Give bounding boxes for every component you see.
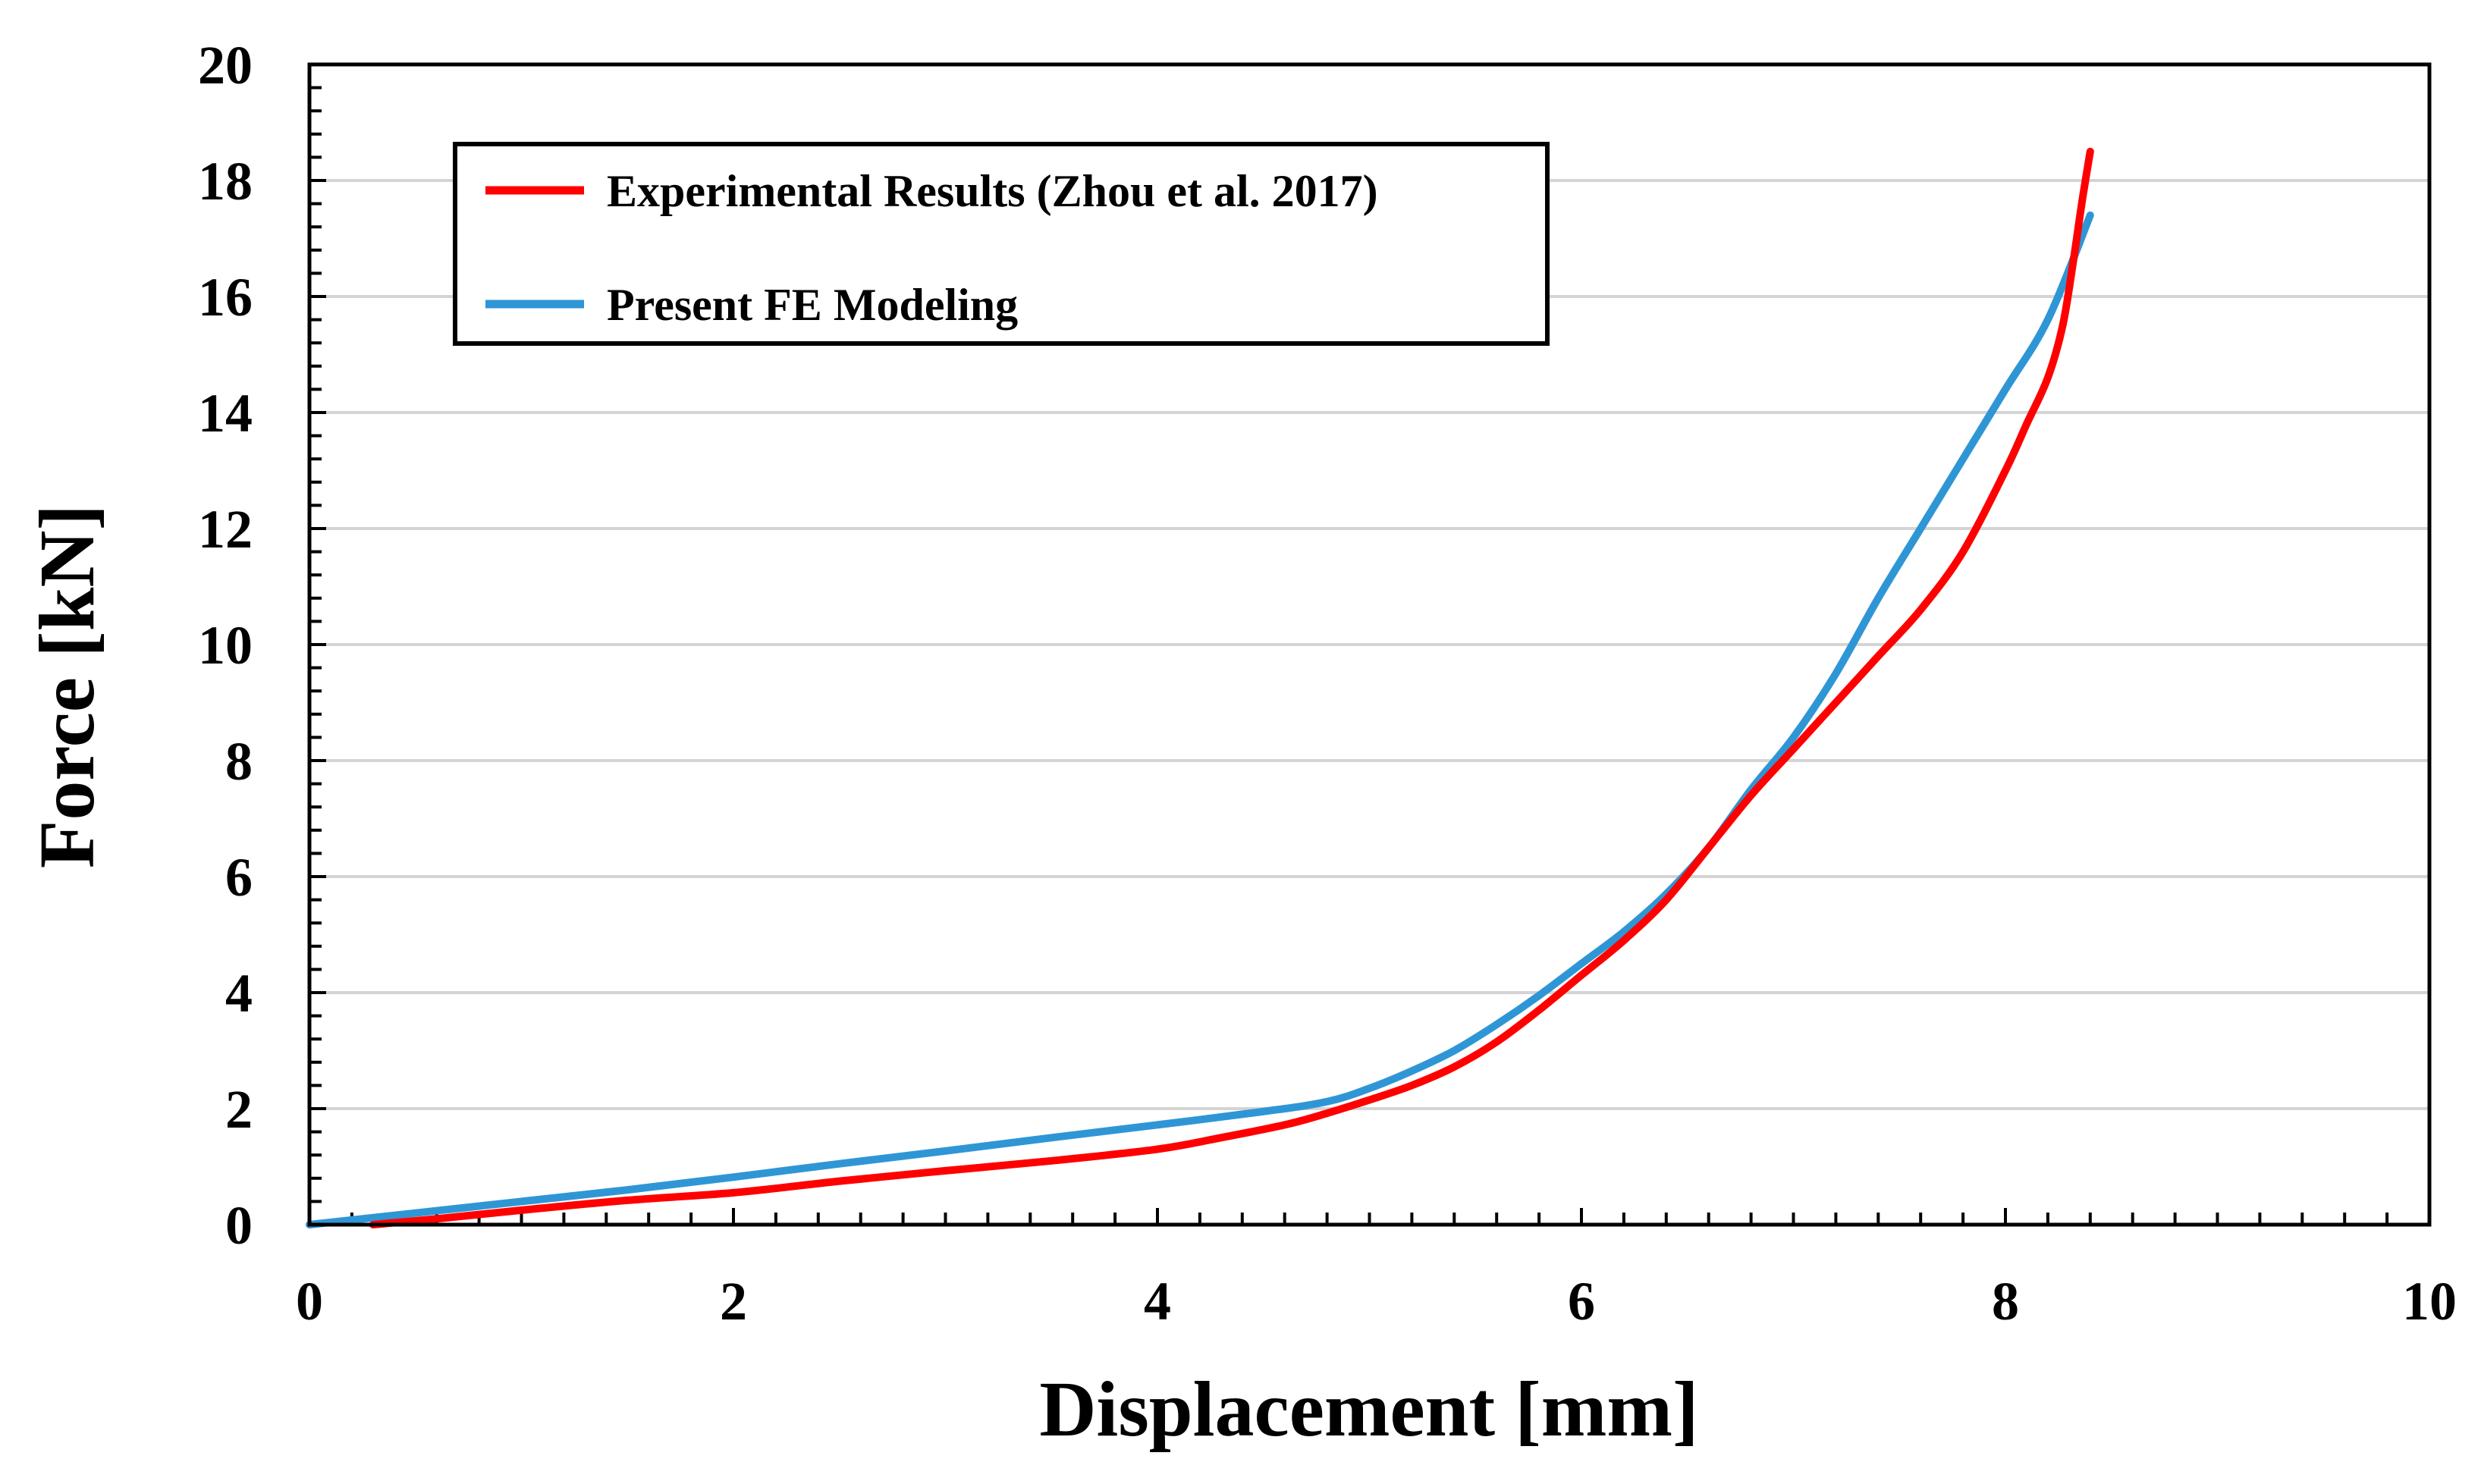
- y-tick-label: 4: [225, 963, 253, 1024]
- x-tick-label: 10: [2402, 1271, 2457, 1332]
- plot-frame: [307, 62, 2432, 1227]
- x-tick-label: 6: [1568, 1271, 1595, 1332]
- y-tick-label: 12: [198, 499, 253, 560]
- y-tick-label: 18: [198, 151, 253, 212]
- y-tick-label: 20: [198, 35, 253, 96]
- y-tick-label: 6: [225, 847, 253, 908]
- y-tick-label: 8: [225, 731, 253, 792]
- y-tick-label: 16: [198, 267, 253, 328]
- y-axis-title: Force [kN]: [24, 504, 111, 868]
- legend-label-experimental: Experimental Results (Zhou et al. 2017): [607, 166, 1378, 216]
- y-tick-label: 2: [225, 1079, 253, 1140]
- y-tick-label: 0: [225, 1195, 253, 1256]
- y-tick-label: 10: [198, 615, 253, 676]
- y-tick-label: 14: [198, 383, 253, 444]
- series-experimental-line: [369, 147, 2094, 1228]
- series-layer: [306, 147, 2094, 1228]
- x-axis-title: Displacement [mm]: [1039, 1366, 1698, 1453]
- series-fe-modeling-line: [306, 211, 2094, 1228]
- legend-box: [453, 142, 1550, 346]
- legend: Experimental Results (Zhou et al. 2017) …: [453, 142, 1550, 346]
- legend-label-fe-modeling: Present FE Modeling: [607, 280, 1018, 330]
- y-tick-labels: 0 2 4 6 8 10 12 14 16 18 20: [198, 35, 253, 1256]
- x-tick-labels: 0 2 4 6 8 10: [296, 1271, 2457, 1332]
- x-tick-label: 0: [296, 1271, 323, 1332]
- x-tick-label: 2: [720, 1271, 747, 1332]
- x-tick-label: 8: [1992, 1271, 2019, 1332]
- x-tick-label: 4: [1144, 1271, 1171, 1332]
